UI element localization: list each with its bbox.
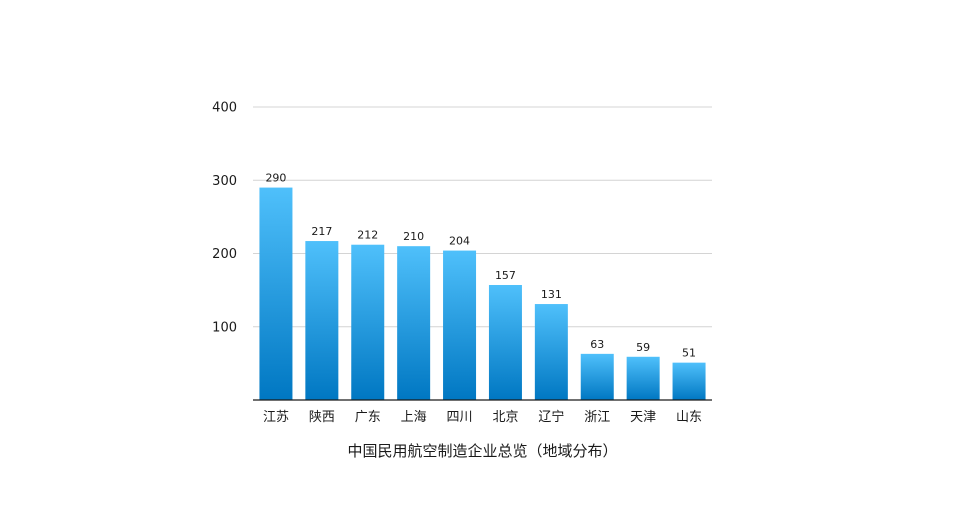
bars xyxy=(259,187,706,400)
y-tick-label: 200 xyxy=(212,247,237,262)
bar xyxy=(672,362,706,400)
category-label: 陕西 xyxy=(309,410,335,425)
data-label: 290 xyxy=(265,172,286,185)
data-label: 59 xyxy=(636,341,650,354)
category-label: 上海 xyxy=(401,410,427,425)
data-label: 210 xyxy=(403,230,424,243)
category-label: 天津 xyxy=(630,410,656,425)
data-labels: 290 217 212 210 204 157 131 63 59 51 xyxy=(265,172,696,360)
bar xyxy=(580,353,614,400)
data-label: 51 xyxy=(682,347,696,360)
bar xyxy=(488,284,522,400)
chart-title: 中国民用航空制造企业总览（地域分布） xyxy=(347,442,617,460)
category-labels: 江苏 陕西 广东 上海 四川 北京 辽宁 浙江 天津 山东 xyxy=(263,409,702,425)
bar xyxy=(534,304,568,400)
category-label: 江苏 xyxy=(263,409,289,425)
bar xyxy=(443,250,477,400)
category-label: 四川 xyxy=(447,410,473,425)
data-label: 131 xyxy=(541,288,562,301)
data-label: 63 xyxy=(590,338,604,351)
y-tick-label: 300 xyxy=(212,174,237,189)
bar xyxy=(397,246,431,400)
y-tick-label: 100 xyxy=(212,320,237,335)
data-label: 204 xyxy=(449,235,470,248)
data-label: 212 xyxy=(357,229,378,242)
category-label: 广东 xyxy=(355,410,381,425)
data-label: 157 xyxy=(495,269,516,282)
data-label: 217 xyxy=(311,225,332,238)
y-axis-ticks: 100 200 300 400 xyxy=(212,101,237,336)
category-label: 山东 xyxy=(676,410,702,425)
y-tick-label: 400 xyxy=(212,101,237,116)
bar xyxy=(626,356,660,400)
bar xyxy=(259,187,293,400)
bar xyxy=(305,241,339,400)
bar xyxy=(351,244,385,400)
category-label: 浙江 xyxy=(584,410,610,425)
category-label: 北京 xyxy=(492,410,518,425)
category-label: 辽宁 xyxy=(538,409,564,425)
